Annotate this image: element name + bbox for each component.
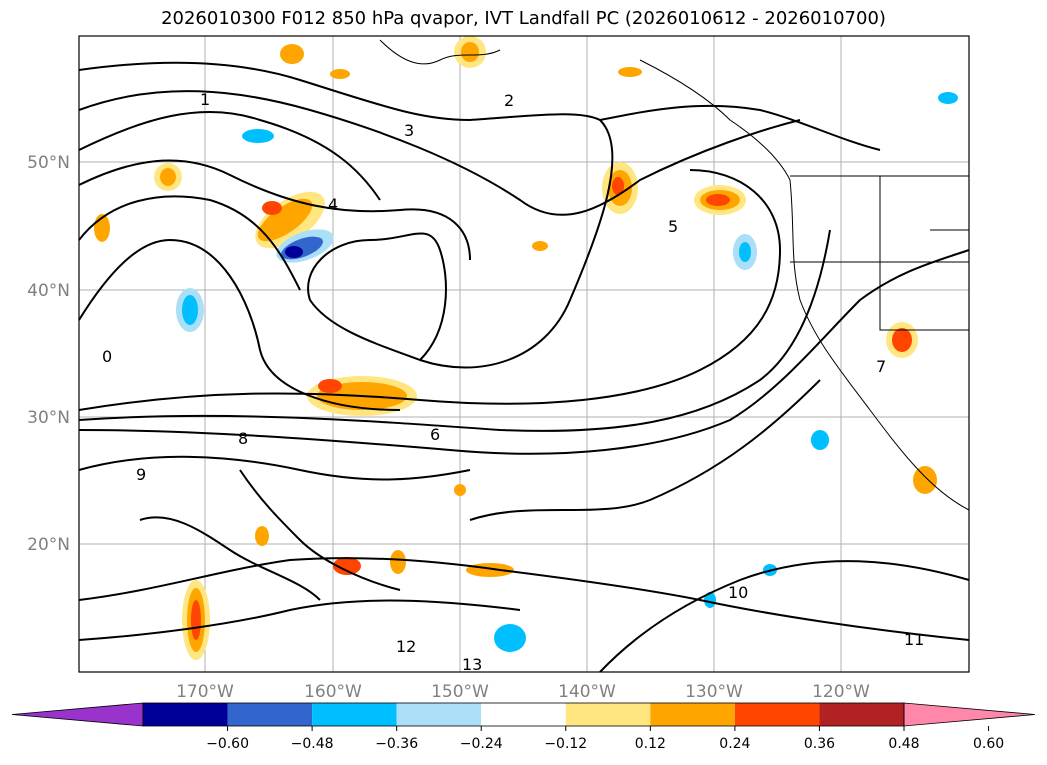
contour-label-group: 1 2 3 4 5 6 7 8 9 10 11 12 13 0 bbox=[102, 90, 924, 674]
colorbar-segment bbox=[481, 703, 566, 726]
contour-label: 7 bbox=[876, 357, 886, 376]
colorbar-segment bbox=[143, 703, 228, 726]
colorbar-tick-label: 0.60 bbox=[973, 736, 1004, 752]
lon-label: 160°W bbox=[304, 682, 362, 702]
contour-label: 0 bbox=[102, 347, 112, 366]
map-panel bbox=[79, 36, 969, 672]
colorbar-extend-low bbox=[11, 702, 144, 727]
colorbar-tick-label: −0.12 bbox=[544, 736, 587, 752]
colorbar-tick-label: 0.36 bbox=[804, 736, 835, 752]
lon-label: 120°W bbox=[812, 682, 870, 702]
colorbar-tick-label: 0.48 bbox=[888, 736, 919, 752]
colorbar-segment bbox=[227, 703, 313, 726]
colorbar-segment bbox=[565, 703, 651, 726]
contour-label: 8 bbox=[238, 429, 248, 448]
contour-label: 3 bbox=[404, 121, 414, 140]
colorbar-extend-high bbox=[903, 702, 1036, 727]
colorbar-segment bbox=[312, 703, 397, 726]
contour-label: 6 bbox=[430, 425, 440, 444]
colorbar-segment bbox=[734, 703, 820, 726]
colorbar: −0.60 −0.48 −0.36 −0.24 −0.12 0.12 0.24 0.36 0.4… bbox=[11, 702, 1036, 752]
lon-label: 170°W bbox=[176, 682, 234, 702]
colorbar-segment bbox=[650, 703, 735, 726]
lon-label: 130°W bbox=[685, 682, 743, 702]
gridlines bbox=[79, 36, 969, 672]
colorbar-segment bbox=[819, 703, 904, 726]
contour-label: 10 bbox=[728, 583, 748, 602]
contour-label: 13 bbox=[462, 655, 482, 674]
lat-label: 30°N bbox=[27, 408, 70, 428]
shaded-anomalies bbox=[94, 36, 958, 660]
colorbar-tick-label: −0.60 bbox=[206, 736, 249, 752]
contour-label: 11 bbox=[904, 630, 924, 649]
contour-label: 12 bbox=[396, 637, 416, 656]
coastlines bbox=[379, 39, 970, 511]
contour-label: 5 bbox=[668, 217, 678, 236]
contour-label: 4 bbox=[328, 195, 338, 214]
colorbar-frame bbox=[142, 702, 905, 727]
colorbar-tick-label: −0.36 bbox=[375, 736, 418, 752]
lat-label: 50°N bbox=[27, 153, 70, 173]
contour-lines bbox=[78, 61, 970, 673]
colorbar-tick-label: −0.48 bbox=[291, 736, 334, 752]
contour-label: 9 bbox=[136, 465, 146, 484]
contour-label: 1 bbox=[200, 90, 210, 109]
contour-label: 2 bbox=[504, 91, 514, 110]
lat-labels: 50°N 40°N 30°N 20°N bbox=[27, 153, 70, 555]
colorbar-segment bbox=[396, 703, 482, 726]
lon-labels: 170°W 160°W 150°W 140°W 130°W 120°W bbox=[176, 682, 870, 702]
colorbar-tick-label: 0.12 bbox=[635, 736, 666, 752]
lon-label: 150°W bbox=[431, 682, 489, 702]
colorbar-tick-label: −0.24 bbox=[460, 736, 503, 752]
lat-label: 40°N bbox=[27, 281, 70, 301]
map-title: 2026010300 F012 850 hPa qvapor, IVT Land… bbox=[161, 8, 886, 29]
colorbar-tick-label: 0.24 bbox=[719, 736, 750, 752]
lon-label: 140°W bbox=[558, 682, 616, 702]
map-frame bbox=[78, 35, 970, 673]
lat-label: 20°N bbox=[27, 535, 70, 555]
